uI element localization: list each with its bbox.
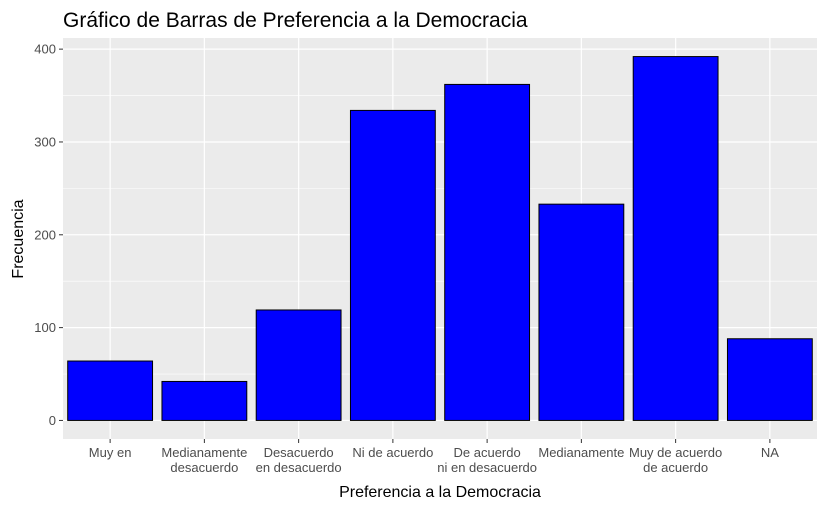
bar xyxy=(538,203,625,421)
x-tick-label-line: De acuerdo xyxy=(454,445,521,460)
x-tick-label: Desacuerdo en desacuerdo xyxy=(256,445,342,475)
y-tick-label: 100 xyxy=(34,320,56,335)
bar xyxy=(349,109,436,421)
y-tick-label: 300 xyxy=(34,134,56,149)
bar xyxy=(161,380,248,421)
x-tick-label-line: Desacuerdo xyxy=(264,445,334,460)
x-tick-label: Medianamente desacuerdo xyxy=(161,445,247,475)
x-axis-title: Preferencia a la Democracia xyxy=(339,484,541,501)
x-tick-label-line: ni en desacuerdo xyxy=(437,460,537,475)
x-tick-label: Muy de acuerdo de acuerdo xyxy=(629,445,722,475)
chart-title: Gráfico de Barras de Preferencia a la De… xyxy=(63,9,528,32)
x-tick-label-line: Muy en xyxy=(89,445,132,460)
y-axis-title: Frecuencia xyxy=(10,199,27,278)
y-tick-label: 400 xyxy=(34,42,56,57)
x-tick-label-line: Medianamente xyxy=(161,445,247,460)
y-tick-label: 0 xyxy=(49,413,56,428)
bar xyxy=(726,338,813,421)
y-tick-label: 200 xyxy=(34,227,56,242)
x-tick-label-line: Muy de acuerdo xyxy=(629,445,722,460)
x-tick-label: Muy en xyxy=(89,445,132,460)
x-tick-label: NA xyxy=(761,445,779,460)
x-tick-label-line: NA xyxy=(761,445,779,460)
x-tick-label-line: Ni de acuerdo xyxy=(352,445,433,460)
x-tick-label-line: en desacuerdo xyxy=(256,460,342,475)
x-tick-label: Medianamente xyxy=(538,445,624,460)
x-tick-label-line: de acuerdo xyxy=(643,460,708,475)
x-tick-label: Ni de acuerdo xyxy=(352,445,433,460)
bar xyxy=(67,360,154,421)
bar xyxy=(444,83,531,421)
bar xyxy=(255,309,342,421)
x-tick-label-line: Medianamente xyxy=(538,445,624,460)
x-tick-label-line: desacuerdo xyxy=(170,460,238,475)
x-tick-label: De acuerdo ni en desacuerdo xyxy=(437,445,537,475)
bar xyxy=(632,56,719,421)
